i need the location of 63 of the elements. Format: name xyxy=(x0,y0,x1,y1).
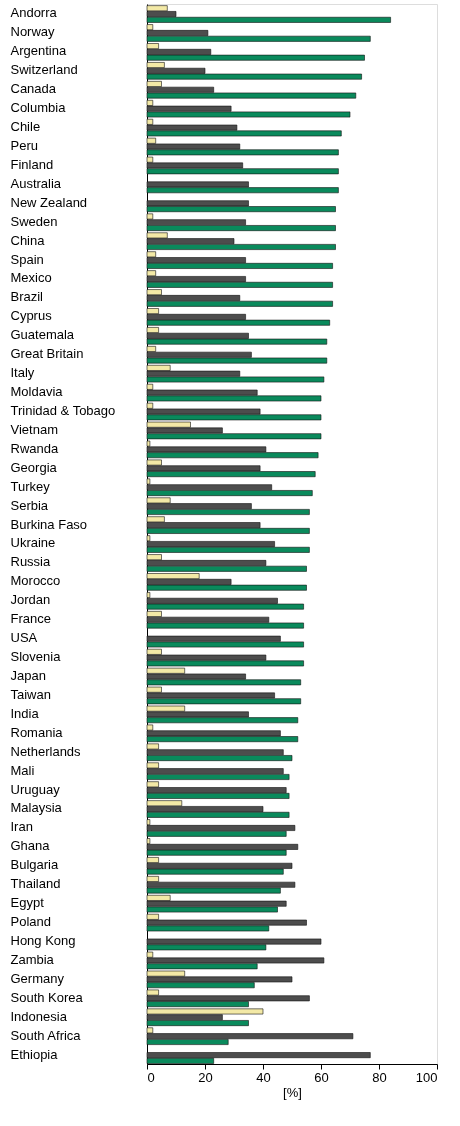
y-tick-label: Columbia xyxy=(10,100,67,116)
y-tick-label: India xyxy=(10,705,40,721)
y-tick-label: Morocco xyxy=(10,573,61,589)
y-tick-label: Mexico xyxy=(10,270,52,286)
y-tick-label: China xyxy=(10,232,46,248)
y-tick-label: Rwanda xyxy=(10,440,59,456)
y-tick-label: Netherlands xyxy=(10,743,82,759)
y-tick-label: Malaysia xyxy=(10,800,63,816)
y-tick-label: France xyxy=(10,611,51,627)
x-axis-title: [%] xyxy=(283,1084,302,1100)
y-tick-label: Thailand xyxy=(10,876,61,892)
x-tick-label: 40 xyxy=(256,1069,271,1085)
y-tick-label: Switzerland xyxy=(10,62,78,78)
y-tick-label: Brazil xyxy=(10,289,44,305)
y-tick-label: Egypt xyxy=(10,895,45,911)
x-tick-label: 100 xyxy=(415,1069,438,1085)
y-tick-label: Bulgaria xyxy=(10,857,59,873)
x-tick-label: 60 xyxy=(314,1069,329,1085)
y-tick-label: Cyprus xyxy=(10,308,53,324)
y-tick-label: Guatemala xyxy=(10,327,75,343)
y-tick-label: Norway xyxy=(10,24,56,40)
y-tick-label: Zambia xyxy=(10,951,55,967)
y-tick-label: Hong Kong xyxy=(10,932,76,948)
y-tick-label: Germany xyxy=(10,970,65,986)
y-tick-label: Trinidad & Tobago xyxy=(10,402,116,418)
y-tick-label: Australia xyxy=(10,175,62,191)
y-tick-label: Jordan xyxy=(10,592,51,608)
y-tick-label: Argentina xyxy=(10,43,67,59)
y-tick-label: New Zealand xyxy=(10,194,88,210)
y-tick-label: Vietnam xyxy=(10,421,58,437)
y-tick-label: Great Britain xyxy=(10,346,84,362)
y-tick-label: Sweden xyxy=(10,213,58,229)
y-tick-label: Finland xyxy=(10,156,54,172)
y-tick-label: Uruguay xyxy=(10,781,61,797)
x-tick-label: 0 xyxy=(147,1069,155,1085)
x-tick-label: 20 xyxy=(198,1069,213,1085)
y-tick-label: Canada xyxy=(10,81,57,97)
y-tick-label: Ghana xyxy=(10,838,51,854)
y-tick-label: South Korea xyxy=(10,989,84,1005)
y-tick-label: Serbia xyxy=(10,497,49,513)
y-tick-label: Burkina Faso xyxy=(10,516,88,532)
y-tick-label: Georgia xyxy=(10,459,58,475)
y-tick-label: Ethiopia xyxy=(10,1046,59,1062)
y-tick-label: South Africa xyxy=(10,1027,82,1043)
y-tick-label: Iran xyxy=(10,819,33,835)
y-tick-label: Moldavia xyxy=(10,384,64,400)
x-tick-label: 80 xyxy=(372,1069,387,1085)
y-tick-label: Romania xyxy=(10,724,64,740)
y-tick-label: Turkey xyxy=(10,478,51,494)
y-tick-label: Ukraine xyxy=(10,535,56,551)
y-tick-label: Andorra xyxy=(10,5,58,21)
y-tick-label: Japan xyxy=(10,667,46,683)
y-tick-label: Taiwan xyxy=(10,686,51,702)
y-tick-label: Poland xyxy=(10,914,51,930)
y-tick-label: Peru xyxy=(10,137,38,153)
y-tick-label: Spain xyxy=(10,251,44,267)
y-tick-label: Italy xyxy=(10,365,35,381)
y-tick-label: Mali xyxy=(10,762,35,778)
y-tick-label: Chile xyxy=(10,119,41,135)
y-tick-label: Slovenia xyxy=(10,649,62,665)
y-tick-label: Indonesia xyxy=(10,1008,68,1024)
y-tick-label: USA xyxy=(10,630,38,646)
y-tick-label: Russia xyxy=(10,554,52,570)
